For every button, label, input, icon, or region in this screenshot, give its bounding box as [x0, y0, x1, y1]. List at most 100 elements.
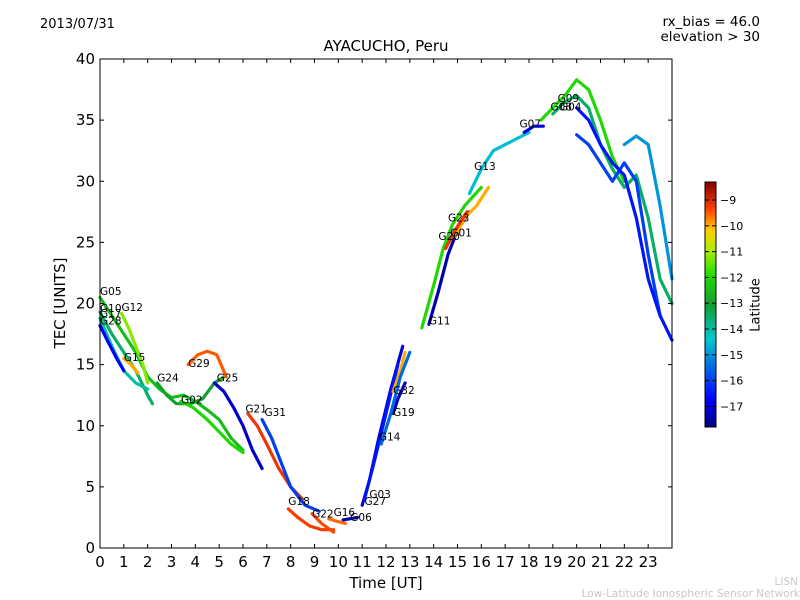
series-G02 — [179, 399, 245, 455]
series-G07 — [522, 124, 545, 134]
series-G14 — [379, 350, 412, 446]
satellite-label: G08 — [550, 101, 572, 113]
series-G26 — [622, 134, 674, 281]
credit-short: LISN — [774, 576, 798, 588]
colorbar — [704, 181, 717, 428]
x-tick-label: 3 — [167, 553, 177, 571]
y-tick-label: 40 — [76, 50, 95, 68]
x-tick-label: 6 — [238, 553, 248, 571]
axis-layer: 0 1 2 3 4 5 6 7 8 9 10 11 12 13 14 15 16 17 18 19 20 21 22 2305… — [76, 50, 672, 571]
series-G29 — [186, 349, 228, 379]
colorbar-tick-label: −13 — [720, 297, 743, 310]
series-G09 — [539, 78, 626, 183]
x-tick-label: 22 — [615, 553, 634, 571]
series-G32 — [391, 350, 407, 394]
satellite-label: G27 — [365, 496, 387, 508]
colorbar-tick-label: −14 — [720, 323, 743, 336]
satellite-label: G11 — [429, 315, 451, 327]
x-tick-label: 21 — [591, 553, 610, 571]
y-tick-label: 15 — [76, 356, 95, 374]
satellite-label: G23 — [448, 213, 470, 225]
x-tick-label: 13 — [400, 553, 419, 571]
y-tick-label: 25 — [76, 233, 95, 251]
satellite-label: G17 — [100, 308, 122, 320]
colorbar-tick-label: −15 — [720, 349, 743, 362]
satellite-label: G16 — [334, 507, 356, 519]
y-tick-label: 20 — [76, 295, 95, 313]
rx-bias-label: rx_bias = 46.0 — [662, 14, 760, 30]
satellite-label: G09 — [558, 93, 580, 105]
series-G19 — [391, 381, 407, 416]
satellite-label: G21 — [245, 403, 267, 415]
colorbar-tick-label: −9 — [720, 194, 736, 207]
chart-title: AYACUCHO, Peru — [323, 37, 449, 55]
satellite-label: G04 — [560, 101, 582, 113]
y-tick-label: 5 — [85, 478, 95, 496]
x-tick-label: 0 — [95, 553, 105, 571]
x-tick-label: 10 — [329, 553, 348, 571]
colorbar-ticks: −9 −10 −11 −12 −13 −14 −15 −16 −17 — [705, 194, 743, 413]
satellite-label: G14 — [379, 431, 401, 443]
satellite-label: G31 — [264, 407, 286, 419]
y-tick-label: 35 — [76, 111, 95, 129]
x-tick-label: 1 — [119, 553, 129, 571]
satellite-label-layer: G05G10G17G28G12G15G24G29G25G02G21G31G18G… — [100, 93, 582, 524]
satellite-label: G20 — [438, 231, 460, 243]
satellite-label: G18 — [288, 496, 310, 508]
x-tick-label: 11 — [353, 553, 372, 571]
series-G13 — [467, 130, 531, 196]
y-tick-label: 30 — [76, 172, 95, 190]
satellite-label: G06 — [350, 512, 372, 524]
satellite-label: G24 — [157, 373, 179, 385]
series-G28 — [98, 323, 126, 373]
x-tick-label: 5 — [214, 553, 224, 571]
satellite-label: G01 — [450, 227, 472, 239]
series-G20 — [420, 185, 483, 330]
y-tick-label: 10 — [76, 417, 95, 435]
series-G03 — [362, 363, 400, 501]
elevation-label: elevation > 30 — [660, 29, 760, 45]
satellite-label: G22 — [312, 508, 334, 520]
x-tick-label: 9 — [310, 553, 320, 571]
satellite-label: G13 — [474, 161, 496, 173]
satellite-label: G02 — [181, 395, 203, 407]
date-label: 2013/07/31 — [40, 17, 115, 32]
y-tick-label: 0 — [85, 539, 95, 557]
x-axis-label: Time [UT] — [349, 574, 423, 592]
colorbar-tick-label: −17 — [720, 400, 743, 413]
satellite-label: G19 — [393, 407, 415, 419]
colorbar-tick-label: −16 — [720, 375, 743, 388]
satellite-label: G07 — [519, 118, 541, 130]
series-G30 — [575, 106, 674, 342]
x-tick-label: 17 — [496, 553, 515, 571]
credit-long: Low-Latitude Ionospheric Sensor Network — [581, 588, 800, 600]
colorbar-tick-label: −10 — [720, 220, 743, 233]
satellite-label: G05 — [100, 286, 122, 298]
x-tick-label: 20 — [567, 553, 586, 571]
series-G04 — [575, 133, 662, 318]
x-tick-label: 16 — [472, 553, 491, 571]
x-tick-label: 19 — [543, 553, 562, 571]
series-G08 — [551, 94, 674, 306]
x-tick-label: 7 — [262, 553, 272, 571]
satellite-label: G03 — [369, 489, 391, 501]
series-G25 — [212, 381, 264, 471]
series-G15 — [122, 356, 140, 375]
satellite-label: G10 — [100, 303, 122, 315]
colorbar-tick-label: −11 — [720, 246, 743, 259]
series-G23 — [444, 210, 469, 251]
satellite-label: G12 — [121, 302, 143, 314]
series-G06 — [341, 515, 359, 522]
x-tick-label: 14 — [424, 553, 443, 571]
x-tick-label: 8 — [286, 553, 296, 571]
series-G31 — [260, 418, 321, 513]
satellite-label: G25 — [217, 373, 239, 385]
series-G01 — [453, 185, 491, 238]
x-tick-label: 23 — [639, 553, 658, 571]
satellite-label: G32 — [393, 385, 415, 397]
series-layer — [98, 78, 674, 534]
satellite-label: G28 — [100, 315, 122, 327]
x-tick-label: 15 — [448, 553, 467, 571]
series-G22 — [310, 512, 336, 534]
